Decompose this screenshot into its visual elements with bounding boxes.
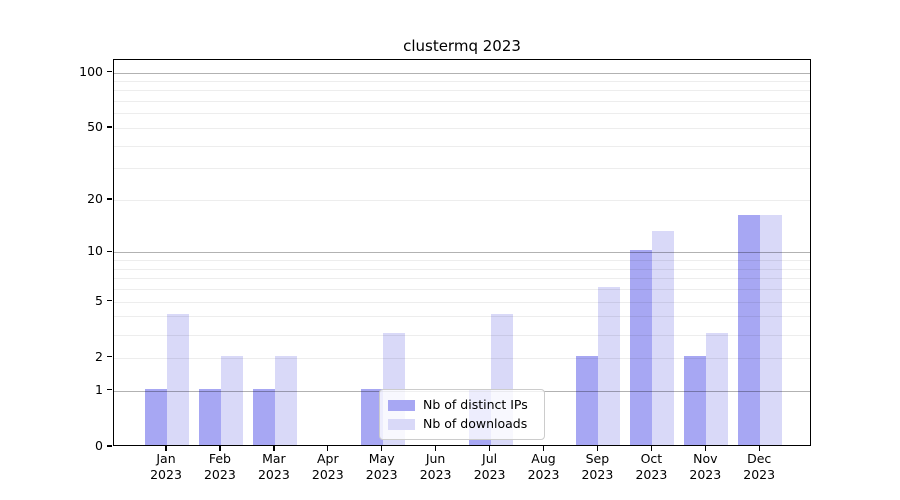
x-tick-label-may-2023: May 2023 (365, 451, 398, 482)
legend: Nb of distinct IPs Nb of downloads (379, 389, 545, 440)
y-tick-mark-2 (107, 356, 112, 358)
legend-label-distinct-ips: Nb of distinct IPs (423, 397, 528, 412)
y-tick-label-1: 1 (95, 381, 103, 397)
chart-title: clustermq 2023 (403, 37, 521, 55)
y-tick-label-10: 10 (87, 243, 103, 259)
x-tick-mark-dec (758, 446, 760, 451)
bar-distinct-ips-sep (576, 355, 599, 445)
y-tick-label-2: 2 (95, 348, 103, 364)
y-tick-mark-50 (107, 126, 112, 128)
x-tick-label-apr-2023: Apr 2023 (311, 451, 344, 482)
legend-swatch-downloads-icon (388, 418, 415, 430)
bar-distinct-ips-dec (738, 215, 761, 445)
x-tick-mark-apr (327, 446, 329, 451)
bar-downloads-dec (760, 215, 783, 445)
bar-downloads-mar (274, 355, 297, 445)
y-tick-mark-0 (107, 445, 112, 447)
y-tick-mark-20 (107, 198, 112, 200)
bar-distinct-ips-may (360, 388, 383, 445)
x-tick-label-jun-2023: Jun 2023 (419, 451, 452, 482)
bar-downloads-sep (598, 287, 621, 445)
bar-downloads-jan (167, 314, 189, 445)
bar-distinct-ips-mar (252, 388, 275, 445)
x-tick-mark-jul (488, 446, 491, 451)
x-tick-mark-nov (704, 446, 706, 451)
bar-distinct-ips-jan (145, 388, 167, 445)
plot-area (113, 59, 811, 446)
x-tick-mark-jan (165, 446, 167, 451)
y-tick-label-5: 5 (95, 292, 103, 308)
bar-distinct-ips-oct (630, 250, 653, 445)
bar-downloads-nov (706, 332, 729, 445)
y-tick-mark-100 (107, 70, 112, 73)
x-tick-mark-feb (219, 446, 221, 451)
x-tick-mark-aug (542, 446, 545, 451)
bar-downloads-oct (652, 230, 675, 445)
x-tick-mark-oct (650, 446, 653, 451)
x-tick-label-jan-2023: Jan 2023 (150, 451, 182, 482)
x-tick-mark-mar (273, 446, 275, 451)
x-tick-label-aug-2023: Aug 2023 (527, 451, 560, 482)
y-tick-label-20: 20 (87, 190, 103, 206)
x-tick-label-mar-2023: Mar 2023 (257, 451, 290, 482)
x-tick-label-sep-2023: Sep 2023 (581, 451, 614, 482)
x-tick-label-nov-2023: Nov 2023 (689, 451, 722, 482)
bars-layer (114, 60, 810, 445)
legend-entry-downloads: Nb of downloads (388, 417, 536, 431)
x-tick-mark-jun (434, 446, 437, 451)
y-tick-mark-10 (107, 250, 112, 253)
legend-swatch-distinct-ips-icon (388, 399, 415, 411)
bar-downloads-feb (220, 355, 243, 445)
bar-distinct-ips-nov (684, 355, 707, 445)
y-tick-label-100: 100 (79, 63, 103, 79)
x-tick-mark-sep (596, 446, 599, 451)
bar-distinct-ips-feb (198, 388, 221, 445)
x-tick-label-oct-2023: Oct 2023 (635, 451, 668, 482)
y-tick-label-0: 0 (95, 438, 103, 453)
x-tick-mark-may (381, 446, 383, 451)
legend-label-downloads: Nb of downloads (423, 416, 528, 431)
x-tick-label-dec-2023: Dec 2023 (743, 451, 776, 482)
y-tick-mark-5 (107, 299, 112, 302)
x-tick-label-feb-2023: Feb 2023 (203, 451, 236, 482)
x-tick-label-jul-2023: Jul 2023 (473, 451, 506, 482)
legend-entry-distinct-ips: Nb of distinct IPs (388, 398, 536, 412)
y-tick-mark-1 (107, 389, 112, 391)
y-tick-label-50: 50 (87, 118, 103, 134)
